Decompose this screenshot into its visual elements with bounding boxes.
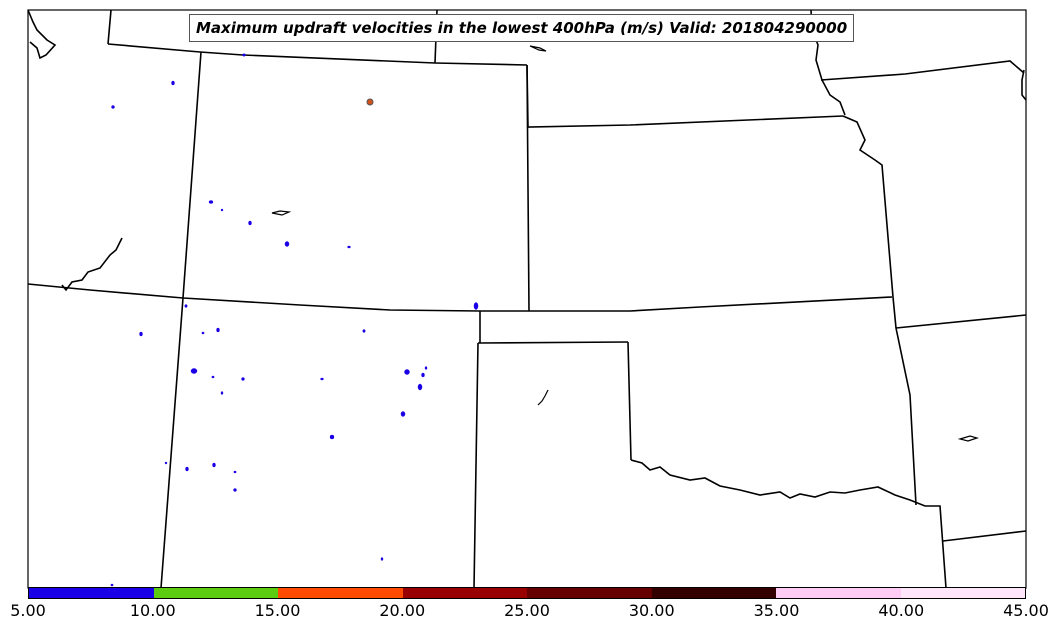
- red-river: [630, 459, 947, 589]
- updraft-cell: [233, 488, 237, 492]
- missouri-iowa-line: [820, 60, 1025, 81]
- updraft-cell: [208, 200, 214, 204]
- colorbar-tick-label: 10.00: [129, 601, 176, 620]
- colorbar-tick-label: 25.00: [504, 601, 550, 620]
- updraft-cell: [380, 557, 384, 561]
- colorbar-tick-label: 40.00: [878, 601, 925, 620]
- new-mexico-east-border: [473, 342, 479, 589]
- updraft-cell: [404, 369, 410, 375]
- updraft-cell: [284, 241, 290, 247]
- updraft-cell: [111, 105, 115, 109]
- lake-outlines: [271, 45, 980, 442]
- updraft-cell: [242, 53, 246, 57]
- updraft-cell: [190, 368, 198, 374]
- updraft-cell: [185, 466, 189, 472]
- colorbar-ticks: 5.00 10.00 15.00 20.00 25.00 30.00 35.00 40.00 4…: [0, 601, 1060, 625]
- updraft-cell: [320, 377, 324, 381]
- colorado-west-border: [160, 297, 184, 589]
- updraft-cell: [233, 470, 237, 474]
- colorbar-segment: [402, 588, 527, 598]
- updraft-cells: [110, 53, 479, 587]
- updraft-cell: [241, 377, 245, 381]
- updraft-cell: [400, 411, 406, 417]
- updraft-cell: [220, 208, 224, 212]
- wyoming-east-border: [526, 64, 530, 312]
- colorbar: [28, 587, 1026, 599]
- updraft-cell: [184, 304, 188, 308]
- map-title: Maximum updraft velocities in the lowest…: [189, 14, 855, 42]
- updraft-cell: [171, 80, 175, 86]
- lake-ne: [1021, 69, 1027, 101]
- colorbar-segment: [900, 588, 1025, 598]
- updraft-cell: [220, 391, 224, 395]
- updraft-cell: [248, 220, 252, 226]
- colorbar-tick-label: 45.00: [1003, 601, 1049, 620]
- updraft-cell: [329, 434, 335, 440]
- colorbar-tick-label: 5.00: [10, 601, 46, 620]
- colorbar-segment: [278, 588, 403, 598]
- updraft-cell: [424, 366, 428, 370]
- updraft-cell: [473, 302, 479, 310]
- updraft-cell: [362, 329, 366, 333]
- colorbar-segment: [527, 588, 652, 598]
- wyoming-west-border: [182, 51, 202, 299]
- montana-ne-line: [107, 9, 112, 45]
- colorbar-segment: [29, 588, 154, 598]
- oklahoma-panhandle-east: [627, 341, 632, 461]
- utah-north-border: [27, 283, 893, 312]
- updraft-cell: [110, 583, 114, 587]
- colorbar-tick-label: 15.00: [254, 601, 301, 620]
- colorbar-tick-label: 30.00: [628, 601, 675, 620]
- updraft-cell: [211, 375, 215, 379]
- updraft-cell: [417, 383, 423, 391]
- oklahoma-panhandle-north: [477, 341, 629, 344]
- colorbar-tick-label: 20.00: [379, 601, 426, 620]
- updraft-cell: [201, 331, 205, 335]
- colorbar-segment: [776, 588, 901, 598]
- lake-louisiana: [957, 435, 980, 442]
- arkansas-border: [895, 314, 1027, 329]
- lake-texas: [537, 389, 549, 406]
- colorbar-segment: [153, 588, 278, 598]
- nw-coast: [27, 9, 57, 60]
- updraft-cell: [139, 331, 143, 337]
- updraft-cell: [347, 245, 351, 249]
- updraft-cell-strong: [366, 98, 374, 106]
- great-salt-lake: [61, 237, 123, 292]
- updraft-cell: [421, 372, 425, 378]
- kansas-east-border: [842, 115, 917, 506]
- lake-wyoming: [271, 210, 292, 216]
- updraft-cell: [212, 462, 216, 468]
- lake-nd: [529, 45, 547, 52]
- colorbar-tick-label: 35.00: [753, 601, 800, 620]
- louisiana-border: [942, 530, 1027, 542]
- updraft-cell: [216, 327, 220, 333]
- state-boundaries: [27, 9, 1027, 589]
- updraft-cell: [164, 461, 168, 465]
- colorbar-segment: [651, 588, 776, 598]
